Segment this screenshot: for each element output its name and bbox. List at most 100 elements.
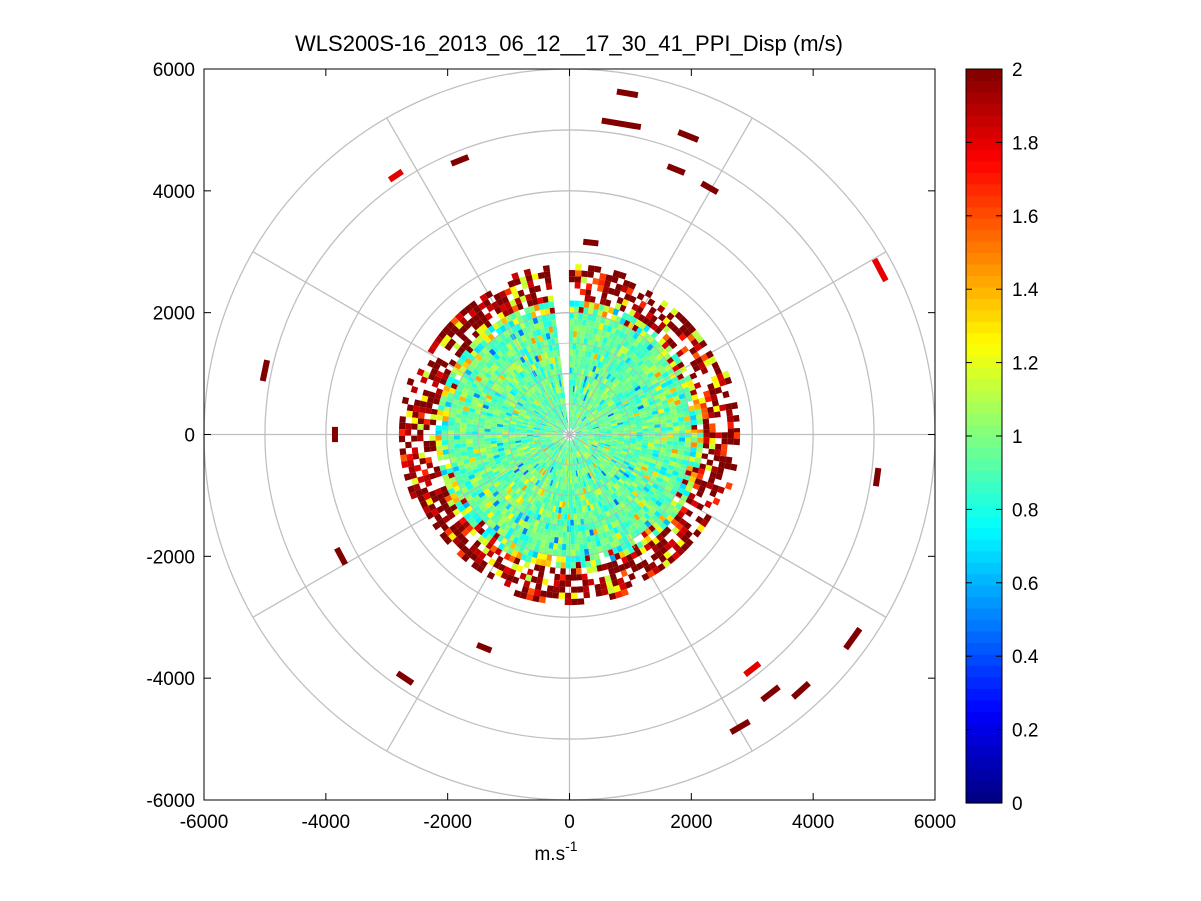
ppi-data-cell (521, 586, 529, 594)
ppi-data-cell (590, 419, 597, 424)
ppi-data-cell (670, 409, 678, 415)
ppi-data-cell (483, 385, 491, 392)
ppi-data-cell (695, 452, 703, 459)
ppi-data-cell (593, 452, 599, 458)
ppi-data-cell (617, 424, 624, 427)
ppi-data-cell (617, 393, 625, 400)
ppi-data-cell (447, 338, 457, 347)
ppi-data-cell (541, 333, 547, 341)
ppi-data-cell (526, 464, 533, 470)
ppi-data-cell (520, 540, 528, 548)
ppi-data-cell (573, 425, 578, 430)
ppi-data-cell (622, 279, 631, 288)
ppi-data-cell (616, 488, 623, 495)
ppi-data-cell (531, 393, 537, 400)
ppi-data-cell (571, 422, 574, 429)
ppi-data-cell (502, 427, 509, 431)
ppi-data-cell (466, 438, 473, 444)
ppi-data-cell (559, 426, 565, 431)
ppi-data-cell (700, 480, 708, 488)
far-range-return (666, 163, 686, 176)
ppi-data-cell (572, 439, 577, 445)
ppi-data-cell (557, 443, 562, 449)
ppi-data-cell (582, 401, 587, 408)
ppi-data-cell (503, 400, 511, 406)
ppi-data-cell (576, 444, 581, 450)
ppi-data-cell (520, 408, 527, 414)
ppi-data-cell (571, 416, 574, 423)
ppi-data-cell (719, 455, 727, 463)
ppi-data-cell (636, 541, 644, 549)
ppi-data-cell (493, 517, 501, 525)
ppi-data-cell (439, 497, 447, 506)
ppi-data-cell (504, 359, 511, 367)
ppi-data-cell (597, 494, 603, 501)
ppi-data-cell (508, 534, 516, 543)
ppi-data-cell (592, 462, 597, 469)
ppi-data-cell (583, 369, 588, 376)
ppi-data-cell (660, 427, 667, 431)
ppi-data-cell (587, 429, 594, 432)
ppi-data-cell (554, 512, 559, 519)
ppi-data-cell (545, 429, 552, 432)
ppi-data-cell (625, 394, 633, 401)
ppi-data-cell (516, 564, 524, 573)
ppi-data-cell (632, 347, 640, 355)
ppi-data-cell (451, 398, 459, 405)
ppi-data-cell (517, 511, 524, 519)
ppi-data-cell (654, 436, 661, 441)
ppi-data-cell (560, 425, 566, 431)
ppi-data-cell (554, 531, 560, 538)
ppi-data-cell (566, 416, 569, 423)
ppi-data-cell (650, 474, 658, 480)
ppi-data-cell (522, 376, 529, 383)
ppi-data-cell (561, 386, 565, 393)
ppi-data-cell (438, 399, 446, 407)
ppi-data-cell (625, 504, 633, 512)
ppi-data-cell (500, 480, 507, 487)
ppi-data-cell (577, 405, 581, 412)
ppi-data-cell (552, 325, 558, 333)
ppi-data-cell (639, 508, 647, 516)
ppi-data-cell (468, 407, 476, 413)
ppi-data-cell (430, 408, 438, 415)
ppi-data-cell (647, 418, 654, 423)
ppi-data-cell (536, 473, 542, 480)
ppi-data-cell (588, 302, 595, 309)
ppi-data-cell (462, 349, 471, 358)
ppi-data-cell (608, 567, 616, 575)
ppi-data-cell (412, 411, 419, 419)
ppi-data-cell (604, 423, 611, 427)
ppi-data-cell (630, 429, 637, 433)
ppi-data-cell (467, 375, 475, 383)
ppi-data-cell (560, 411, 564, 418)
ppi-data-cell (644, 483, 652, 490)
ppi-data-cell (571, 410, 574, 417)
ppi-data-cell (575, 549, 581, 557)
ppi-data-cell (552, 454, 557, 461)
colorbar-tick-label: 0.2 (1012, 721, 1038, 742)
ppi-data-cell (611, 440, 618, 444)
ppi-data-cell (551, 480, 556, 487)
ppi-data-cell (578, 442, 583, 448)
ppi-data-cell (637, 404, 644, 410)
ppi-data-cell (607, 374, 614, 382)
ppi-data-cell (596, 418, 603, 422)
ppi-data-cell (548, 444, 555, 448)
ppi-data-cell (580, 555, 586, 562)
ppi-data-cell (545, 432, 552, 434)
ppi-data-cell (623, 561, 631, 570)
ppi-data-cell (709, 471, 717, 479)
ppi-data-cell (477, 302, 487, 311)
ppi-data-cell (596, 361, 602, 368)
ppi-data-cell (574, 404, 577, 411)
ppi-data-cell (659, 529, 668, 538)
far-range-return (259, 359, 271, 382)
ppi-data-cell (525, 345, 532, 353)
ppi-data-cell (584, 473, 589, 481)
ppi-data-cell (465, 524, 474, 533)
ppi-data-cell (573, 438, 579, 444)
x-tick-label: -6000 (180, 812, 229, 833)
ppi-data-cell (478, 424, 485, 429)
ppi-data-cell (700, 366, 709, 375)
